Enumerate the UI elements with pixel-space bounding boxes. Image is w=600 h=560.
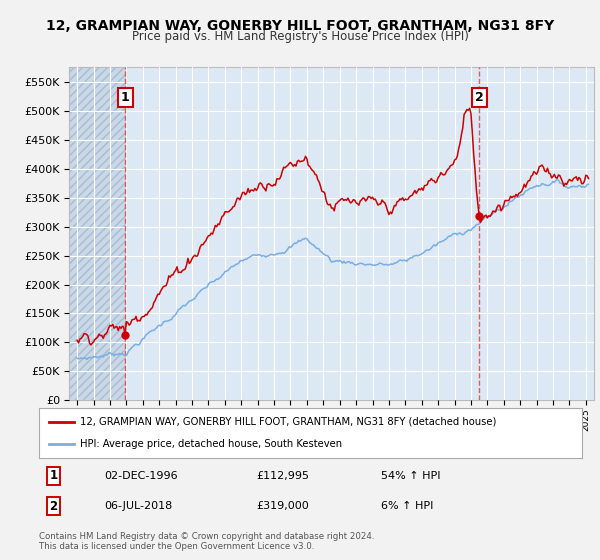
- Text: 12, GRAMPIAN WAY, GONERBY HILL FOOT, GRANTHAM, NG31 8FY: 12, GRAMPIAN WAY, GONERBY HILL FOOT, GRA…: [46, 19, 554, 33]
- Text: 2: 2: [50, 500, 58, 513]
- Text: 54% ↑ HPI: 54% ↑ HPI: [381, 471, 440, 481]
- Text: Contains HM Land Registry data © Crown copyright and database right 2024.: Contains HM Land Registry data © Crown c…: [39, 532, 374, 541]
- Text: 06-JUL-2018: 06-JUL-2018: [104, 501, 172, 511]
- Text: 12, GRAMPIAN WAY, GONERBY HILL FOOT, GRANTHAM, NG31 8FY (detached house): 12, GRAMPIAN WAY, GONERBY HILL FOOT, GRA…: [80, 417, 496, 427]
- Text: 1: 1: [121, 91, 130, 104]
- Text: Price paid vs. HM Land Registry's House Price Index (HPI): Price paid vs. HM Land Registry's House …: [131, 30, 469, 43]
- Text: 2: 2: [475, 91, 484, 104]
- Text: £319,000: £319,000: [256, 501, 309, 511]
- Bar: [69, 67, 125, 400]
- Bar: [69, 67, 125, 400]
- Text: HPI: Average price, detached house, South Kesteven: HPI: Average price, detached house, Sout…: [80, 439, 342, 449]
- Text: 1: 1: [50, 469, 58, 482]
- Text: 6% ↑ HPI: 6% ↑ HPI: [381, 501, 433, 511]
- Text: 02-DEC-1996: 02-DEC-1996: [104, 471, 178, 481]
- Text: £112,995: £112,995: [256, 471, 309, 481]
- Text: This data is licensed under the Open Government Licence v3.0.: This data is licensed under the Open Gov…: [39, 542, 314, 551]
